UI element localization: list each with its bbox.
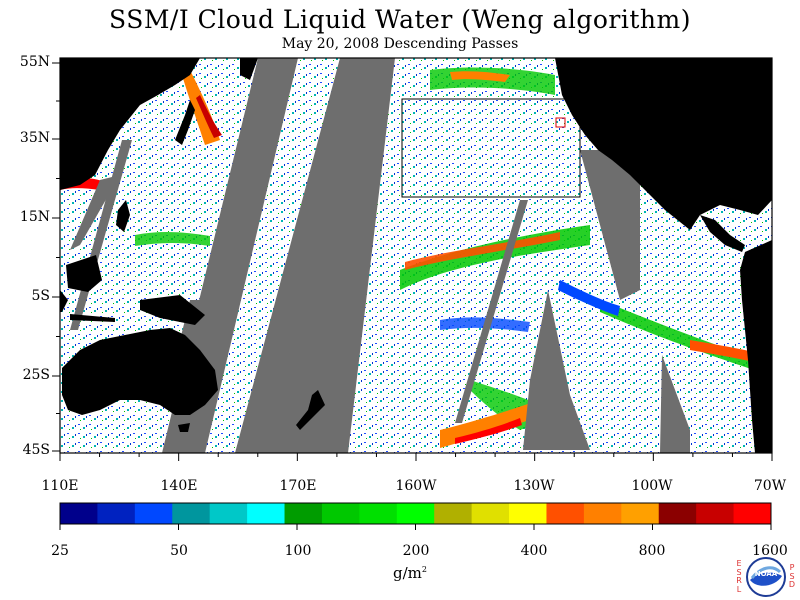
colorbar-swatch [509,503,547,524]
sumatra [60,290,68,312]
units-superscript: 2 [421,565,427,574]
lat-label-15n: 15N [19,209,50,225]
lat-label-25s: 25S [22,367,50,383]
colorbar-swatch [97,503,136,524]
colorbar-label-400: 400 [520,543,548,559]
colorbar-swatch [134,503,173,524]
lat-label-55n: 55N [19,54,50,70]
colorbar-swatch [247,503,286,524]
lon-label-100w: 100W [631,478,673,494]
lon-label-140e: 140E [160,478,198,494]
colorbar-swatch [209,503,248,524]
colorbar-swatch [172,503,211,524]
lon-label-170e: 170E [279,478,317,494]
colorbar [60,503,772,524]
central-america [700,215,745,252]
colorbar-swatch [696,503,735,524]
tasmania [178,423,190,432]
map-subtitle: May 20, 2008 Descending Passes [281,36,519,52]
lon-label-70w: 70W [753,478,787,494]
colorbar-swatch [396,503,435,524]
new-guinea [140,295,205,325]
colorbar-label-25: 25 [51,543,69,559]
colorbar-units: g/m2 [380,564,440,582]
asia-landmass [60,58,200,190]
colorbar-swatch [658,503,697,524]
australia [62,328,218,415]
map-ticks [52,62,773,461]
philippines [116,200,130,232]
lat-label-5s: 5S [31,288,51,304]
lat-label-45s: 45S [22,442,50,458]
north-america [555,58,772,230]
florida-region [745,160,760,185]
colorbar-swatch [471,503,510,524]
units-main: g/m [393,564,422,582]
land-masses [60,58,772,453]
lon-label-160w: 160W [395,478,437,494]
colorbar-swatch [434,503,473,524]
java [70,314,115,322]
borneo [66,255,102,292]
colorbar-label-200: 200 [402,543,430,559]
south-america [740,240,772,453]
colorbar-swatch [359,503,398,524]
lon-label-110e: 110E [41,478,79,494]
colorbar-label-100: 100 [284,543,312,559]
colorbar-swatch [583,503,622,524]
new-zealand [296,390,325,430]
colorbar-swatch [60,503,98,524]
colorbar-swatch [546,503,585,524]
colorbar-label-1600: 1600 [752,543,788,559]
japan [175,100,195,145]
logo-center-text: NOAA [755,570,778,578]
colorbar-label-800: 800 [638,543,666,559]
colorbar-swatch [733,503,772,524]
kamchatka [240,58,258,80]
colorbar-swatch [621,503,660,524]
map-title: SSM/I Cloud Liquid Water (Weng algorithm… [109,5,691,34]
noaa-seal-icon: NOAA [746,557,786,597]
small-red-box [555,117,566,128]
highlight-box [401,98,581,198]
lon-label-130w: 130W [513,478,555,494]
colorbar-label-50: 50 [170,543,188,559]
colorbar-swatch [284,503,323,524]
lat-label-35n: 35N [19,130,50,146]
colorbar-swatch [321,503,360,524]
colorbar-ticks [59,524,772,530]
